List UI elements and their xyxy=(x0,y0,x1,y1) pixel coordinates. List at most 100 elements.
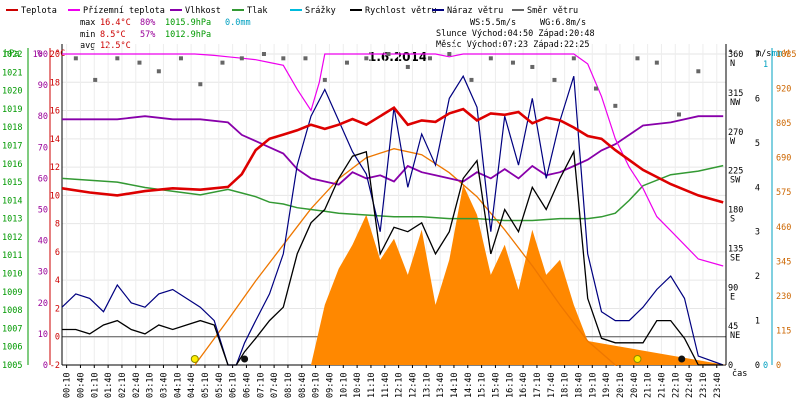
humidity-tick: 90 xyxy=(38,81,48,91)
wind-dir-point xyxy=(220,60,225,65)
temperature-tick: 18 xyxy=(50,78,60,88)
wind-dir-point xyxy=(322,77,327,82)
temperature-tick: 14 xyxy=(50,135,60,145)
x-tick-label: 02:40 xyxy=(132,372,142,398)
humidity-tick: 40 xyxy=(38,237,48,247)
pressure-tick: 1011 xyxy=(2,251,22,261)
pressure-tick: 1013 xyxy=(2,215,22,225)
wind-dir-cardinal: SW xyxy=(730,176,741,186)
solar-tick: 460 xyxy=(776,223,791,233)
wind-dir-tick: 270 xyxy=(728,128,743,138)
legend-label: Rychlost větru xyxy=(365,6,437,16)
pressure-tick: 1009 xyxy=(2,288,22,298)
wind-dir-point xyxy=(115,56,120,61)
stat-moon: Měsíc Východ:07:23 Západ:22:25 xyxy=(436,40,590,50)
humidity-tick: 70 xyxy=(38,143,48,153)
wind-dir-cardinal: E xyxy=(730,292,735,302)
wind-dir-point xyxy=(530,64,535,69)
x-tick-label: 20:10 xyxy=(616,372,626,398)
solar-tick: 1035 xyxy=(776,50,796,60)
x-tick-label: 00:10 xyxy=(63,372,73,398)
wind-dir-point xyxy=(261,52,266,56)
pressure-tick: 1018 xyxy=(2,123,22,133)
humidity-tick: 0 xyxy=(43,361,48,371)
moonrise-icon xyxy=(241,355,249,363)
pressure-tick: 1016 xyxy=(2,160,22,170)
x-tick-label: 15:40 xyxy=(491,372,501,398)
x-tick-label: 16:40 xyxy=(519,372,529,398)
wind-dir-point xyxy=(613,103,618,108)
x-tick-label: 06:40 xyxy=(242,372,252,398)
pressure-tick: 1020 xyxy=(2,87,22,97)
pressure-tick: 1006 xyxy=(2,343,22,353)
wind-speed-tick: 3 xyxy=(755,228,760,238)
temperature-tick: 0 xyxy=(55,333,60,343)
wind-dir-tick: 135 xyxy=(728,244,743,254)
temperature-tick: 16 xyxy=(50,107,60,117)
wind-dir-tick: 225 xyxy=(728,167,743,177)
wind-speed-tick: 4 xyxy=(755,183,760,193)
x-tick-label: 22:40 xyxy=(685,372,695,398)
wind-dir-tick: 315 xyxy=(728,89,743,99)
pressure-tick: 1005 xyxy=(2,361,22,371)
pressure-axis-unit: hPa xyxy=(4,49,19,59)
x-tick-label: 23:40 xyxy=(713,372,723,398)
pressure-tick: 1010 xyxy=(2,270,22,280)
x-tick-label: 05:10 xyxy=(201,372,211,398)
wind-dir-point xyxy=(510,60,515,65)
solar-tick: 230 xyxy=(776,292,791,302)
wind-dir-point xyxy=(137,60,142,65)
humidity-tick: 100 xyxy=(33,50,48,60)
wind-dir-point xyxy=(156,69,161,74)
wind-dir-point xyxy=(73,56,78,61)
temperature-tick: 8 xyxy=(55,220,60,230)
x-tick-label: 10:10 xyxy=(339,372,349,398)
wind-dir-point xyxy=(364,56,369,61)
moonset-icon xyxy=(678,355,686,363)
wind-speed-tick: 2 xyxy=(755,272,760,282)
stat-min-label: min xyxy=(80,30,95,40)
solar-radiation-area xyxy=(62,184,726,365)
x-tick-label: 01:10 xyxy=(90,372,100,398)
x-tick-label: 10:40 xyxy=(353,372,363,398)
wind-dir-point xyxy=(93,77,98,82)
wind-dir-tick: 180 xyxy=(728,206,743,216)
wind-speed-tick: 7 xyxy=(755,50,760,60)
x-tick-label: 09:10 xyxy=(312,372,322,398)
x-tick-label: 21:40 xyxy=(657,372,667,398)
x-tick-label: 12:40 xyxy=(408,372,418,398)
x-tick-label: 15:10 xyxy=(478,372,488,398)
wind-dir-cardinal: S xyxy=(730,215,735,225)
stat-max-temp: 16.4°C xyxy=(100,18,131,28)
x-tick-label: 00:40 xyxy=(76,372,86,398)
x-tick-label: 13:40 xyxy=(436,372,446,398)
pressure-tick: 1008 xyxy=(2,306,22,316)
plot-area xyxy=(62,52,726,366)
x-tick-label: 09:40 xyxy=(325,372,335,398)
pressure-tick: 1007 xyxy=(2,324,22,334)
wind-gust-line xyxy=(62,74,724,366)
wind-dir-point xyxy=(344,60,349,65)
stat-min-temp: 8.5°C xyxy=(100,30,126,40)
x-tick-label: 19:10 xyxy=(588,372,598,398)
x-tick-label: 07:10 xyxy=(256,372,266,398)
humidity-tick: 50 xyxy=(38,206,48,216)
wind-dir-tick: 90 xyxy=(728,283,738,293)
solar-tick: 575 xyxy=(776,188,791,198)
x-tick-label: 17:40 xyxy=(547,372,557,398)
wind-dir-point xyxy=(654,60,659,65)
wind-dir-point xyxy=(198,82,203,87)
temperature-axis-unit: °C xyxy=(55,49,65,59)
humidity-tick: 80 xyxy=(38,112,48,122)
legend-label: Přízemní teplota xyxy=(83,6,165,16)
stat-sun: Slunce Východ:04:50 Západ:20:48 xyxy=(436,29,595,39)
x-tick-label: 19:40 xyxy=(602,372,612,398)
pressure-tick: 1017 xyxy=(2,141,22,151)
wind-dir-tick: 45 xyxy=(728,322,738,332)
humidity-axis-unit: % xyxy=(37,49,42,59)
x-tick-label: 03:10 xyxy=(146,372,156,398)
legend-label: Teplota xyxy=(21,6,57,16)
stat-max-label: max xyxy=(80,18,95,28)
wind-speed-tick: 0 xyxy=(755,361,760,371)
wind-dir-cardinal: W xyxy=(730,137,736,147)
